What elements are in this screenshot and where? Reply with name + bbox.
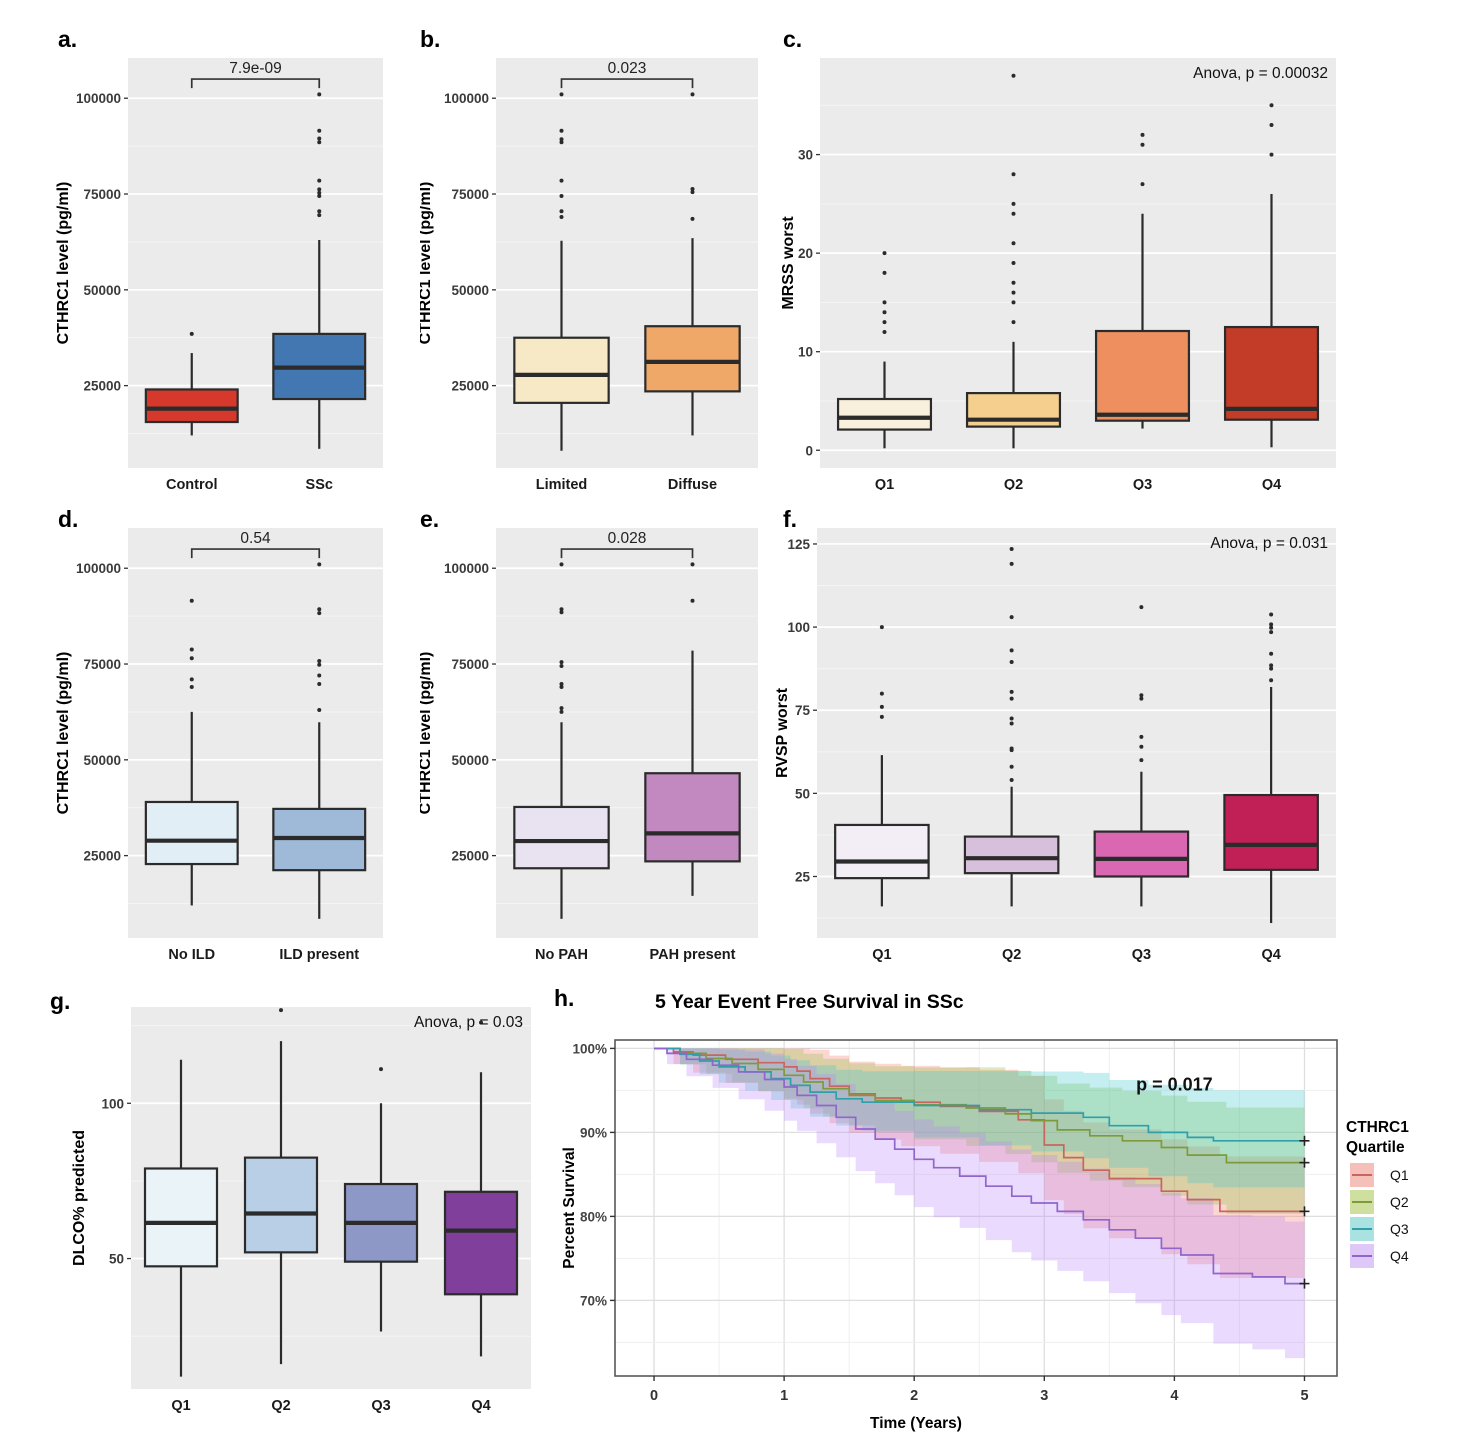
- svg-text:Time (Years): Time (Years): [870, 1415, 962, 1432]
- svg-text:50000: 50000: [83, 283, 121, 298]
- svg-text:DLCO% predicted: DLCO% predicted: [71, 1130, 88, 1266]
- svg-text:Q4: Q4: [1390, 1248, 1409, 1264]
- panel-g-chart: 50 100 Q1 Q2 Q3 Q4 Anova, p = 0.03 DLCO% predic…: [71, 1007, 531, 1414]
- svg-text:75000: 75000: [451, 187, 489, 202]
- panel-b-label: b.: [420, 26, 441, 52]
- panel-d-label: d.: [58, 506, 79, 532]
- svg-text:PAH present: PAH present: [650, 947, 736, 963]
- svg-text:50000: 50000: [451, 283, 489, 298]
- panel-d-chart: 25000 50000 75000 100000 No ILD ILD present 0.…: [55, 528, 383, 963]
- svg-text:30: 30: [798, 148, 813, 163]
- svg-text:80%: 80%: [580, 1209, 607, 1224]
- panel-e-label: e.: [420, 506, 440, 532]
- svg-text:0: 0: [805, 443, 813, 458]
- svg-text:2: 2: [910, 1388, 918, 1404]
- panel-c-label: c.: [783, 26, 803, 52]
- svg-text:Quartile: Quartile: [1346, 1139, 1405, 1156]
- svg-text:25000: 25000: [451, 379, 489, 394]
- svg-text:75000: 75000: [83, 657, 121, 672]
- svg-text:0.023: 0.023: [608, 60, 647, 77]
- svg-text:3: 3: [1040, 1388, 1048, 1404]
- panel-f-chart: 25 50 75 100 125 Q1 Q2 Q3 Q4 Anova, p = 0.031 RVSP…: [775, 528, 1336, 963]
- svg-text:CTHRC1 level (pg/ml): CTHRC1 level (pg/ml): [420, 652, 434, 815]
- svg-text:75: 75: [795, 703, 811, 718]
- svg-text:Q3: Q3: [1132, 947, 1151, 963]
- panel-b-chart: 25000 50000 75000 100000 Limited Diffuse 0.023…: [420, 58, 758, 490]
- svg-text:Limited: Limited: [536, 477, 588, 490]
- svg-text:100000: 100000: [444, 91, 489, 106]
- svg-text:25: 25: [795, 869, 811, 884]
- svg-text:50: 50: [109, 1252, 124, 1267]
- svg-text:Anova, p = 0.031: Anova, p = 0.031: [1210, 535, 1328, 552]
- svg-text:Q3: Q3: [1390, 1221, 1409, 1237]
- svg-text:Q2: Q2: [271, 1398, 290, 1414]
- svg-text:p = 0.017: p = 0.017: [1136, 1074, 1213, 1094]
- svg-text:ILD present: ILD present: [279, 947, 359, 963]
- svg-text:25000: 25000: [451, 849, 489, 864]
- svg-text:75000: 75000: [451, 657, 489, 672]
- svg-text:50000: 50000: [451, 753, 489, 768]
- svg-text:0.028: 0.028: [608, 530, 647, 547]
- svg-text:Q1: Q1: [1390, 1167, 1409, 1183]
- svg-text:Q4: Q4: [1262, 477, 1281, 490]
- svg-text:Q2: Q2: [1390, 1194, 1409, 1210]
- svg-text:Control: Control: [166, 477, 218, 490]
- svg-text:75000: 75000: [83, 187, 121, 202]
- svg-text:100%: 100%: [572, 1041, 607, 1056]
- svg-text:25000: 25000: [83, 379, 121, 394]
- svg-text:Q1: Q1: [875, 477, 894, 490]
- panel-h-label: h.: [554, 985, 575, 1011]
- svg-text:Q1: Q1: [872, 947, 891, 963]
- svg-text:1: 1: [780, 1388, 788, 1404]
- svg-text:Percent Survival: Percent Survival: [561, 1147, 578, 1268]
- svg-text:10: 10: [798, 345, 813, 360]
- svg-text:25000: 25000: [83, 849, 121, 864]
- svg-text:RVSP worst: RVSP worst: [775, 687, 791, 778]
- svg-text:4: 4: [1170, 1388, 1178, 1404]
- svg-text:Q3: Q3: [1133, 477, 1152, 490]
- panel-a-label: a.: [58, 26, 78, 52]
- svg-text:Q2: Q2: [1002, 947, 1021, 963]
- svg-text:CTHRC1 level (pg/ml): CTHRC1 level (pg/ml): [420, 182, 434, 345]
- svg-text:5: 5: [1300, 1388, 1308, 1404]
- svg-text:MRSS worst: MRSS worst: [780, 216, 797, 310]
- svg-text:Anova, p = 0.03: Anova, p = 0.03: [414, 1014, 523, 1031]
- svg-text:SSc: SSc: [306, 477, 333, 490]
- svg-text:0.54: 0.54: [240, 530, 271, 547]
- svg-text:CTHRC1 level (pg/ml): CTHRC1 level (pg/ml): [55, 182, 72, 345]
- panel-g-label: g.: [50, 988, 71, 1014]
- svg-text:CTHRC1: CTHRC1: [1346, 1119, 1409, 1136]
- svg-text:100: 100: [101, 1096, 124, 1111]
- svg-text:Q1: Q1: [171, 1398, 190, 1414]
- svg-text:7.9e-09: 7.9e-09: [229, 60, 282, 77]
- svg-text:No ILD: No ILD: [168, 947, 215, 963]
- svg-text:Diffuse: Diffuse: [668, 477, 717, 490]
- svg-text:Q4: Q4: [1261, 947, 1280, 963]
- svg-text:No PAH: No PAH: [535, 947, 588, 963]
- svg-text:90%: 90%: [580, 1125, 607, 1140]
- svg-text:50000: 50000: [83, 753, 121, 768]
- panel-c-chart: 0 10 20 30 Q1 Q2 Q3 Q4 Anova, p = 0.00032 MRSS wo…: [780, 58, 1336, 490]
- panel-e-chart: 25000 50000 75000 100000 No PAH PAH present 0.…: [420, 528, 758, 963]
- svg-text:5 Year Event Free Survival in: 5 Year Event Free Survival in SSc: [655, 991, 964, 1013]
- svg-text:Q3: Q3: [371, 1398, 390, 1414]
- svg-text:Anova, p = 0.00032: Anova, p = 0.00032: [1193, 65, 1328, 82]
- svg-text:Q4: Q4: [471, 1398, 490, 1414]
- svg-text:20: 20: [798, 246, 813, 261]
- panel-h-chart: 70% 80% 90% 100% 0 1 2 3 4 5 5 Year Event Free Sur…: [561, 991, 1409, 1432]
- svg-text:125: 125: [787, 537, 810, 552]
- svg-text:100: 100: [787, 620, 810, 635]
- panel-f-label: f.: [783, 506, 798, 532]
- svg-text:Q2: Q2: [1004, 477, 1023, 490]
- svg-text:70%: 70%: [580, 1293, 607, 1308]
- svg-text:50: 50: [795, 786, 810, 801]
- svg-text:CTHRC1 level (pg/ml): CTHRC1 level (pg/ml): [55, 652, 72, 815]
- svg-text:100000: 100000: [76, 561, 121, 576]
- svg-text:100000: 100000: [444, 561, 489, 576]
- svg-text:0: 0: [650, 1388, 658, 1404]
- panel-a-chart: 25000 50000 75000 100000 Control SSc 7.9e-09 CT…: [55, 58, 383, 490]
- svg-text:100000: 100000: [76, 91, 121, 106]
